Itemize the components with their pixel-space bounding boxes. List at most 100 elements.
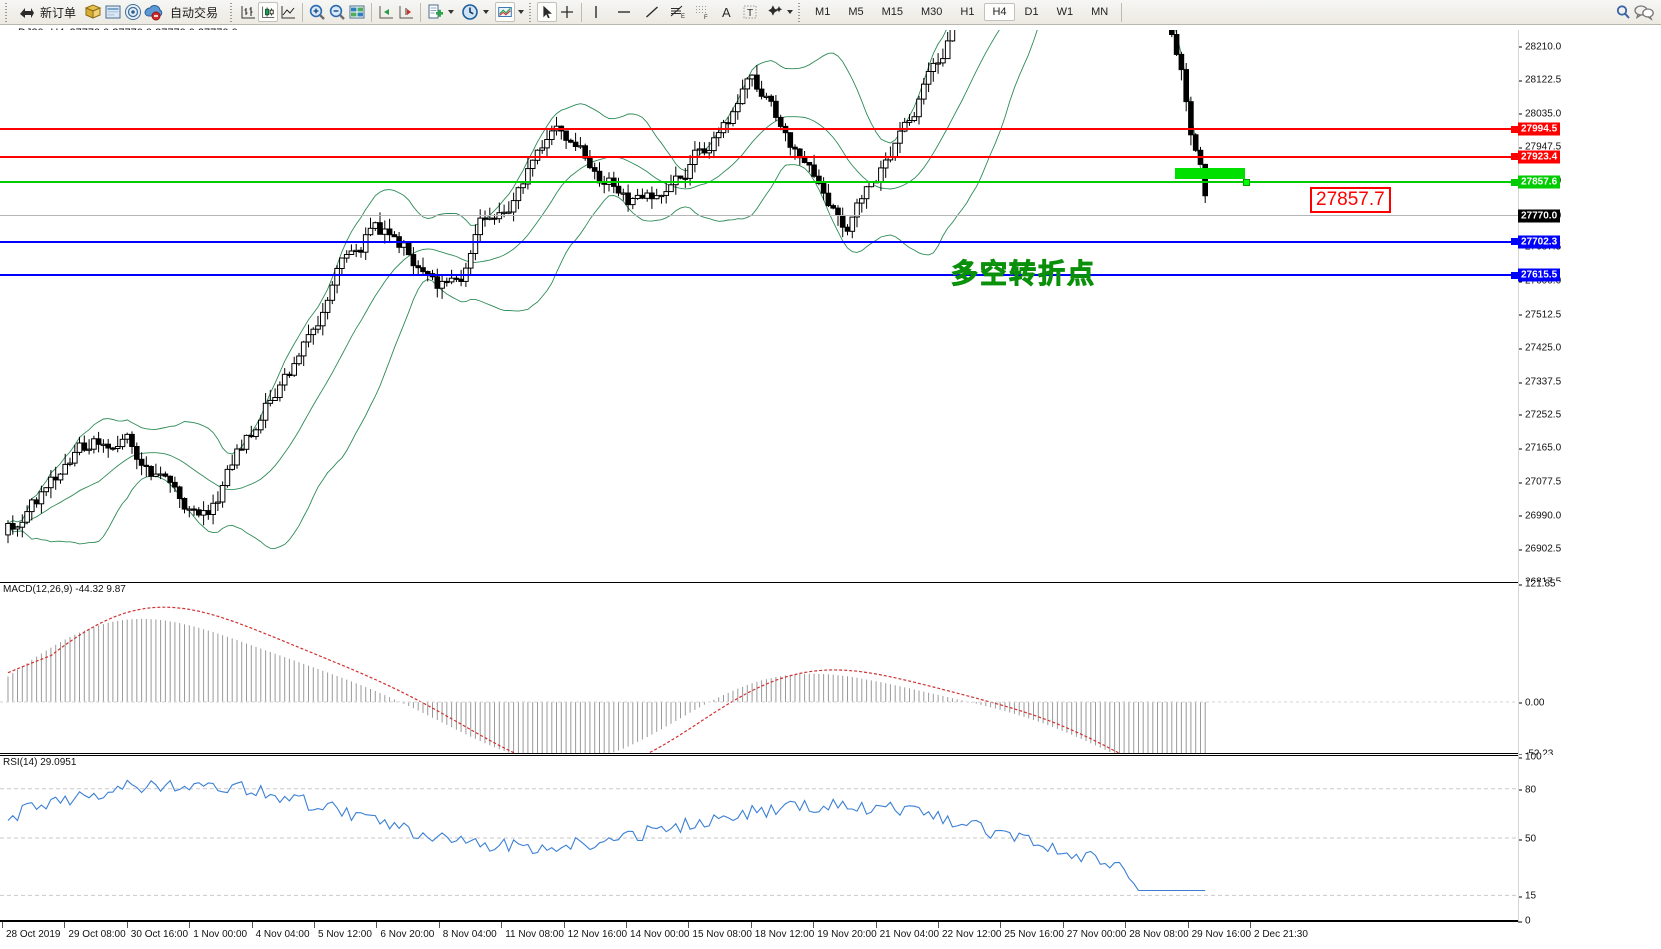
chat-icon[interactable] [1633,2,1654,22]
horizontal-line-icon[interactable] [614,2,634,22]
new-order-button[interactable]: 新订单 [13,1,83,23]
price-level-tag[interactable]: 27615.5 [1511,268,1561,282]
line-chart-icon[interactable] [278,2,298,22]
channel-icon[interactable]: F [692,2,712,22]
level-handle[interactable] [1511,238,1518,246]
price-tick-label: 27165.0 [1525,442,1562,454]
level-line-resistance[interactable] [0,155,1518,158]
period-dropdown-arrow[interactable] [483,10,490,14]
level-handle[interactable] [1511,125,1518,133]
shapes-dropdown-arrow[interactable] [787,10,794,14]
timeframe-w1[interactable]: W1 [1056,6,1074,18]
rsi-canvas [0,779,1518,896]
toolbar-grip-4[interactable] [796,2,804,22]
level-line-support[interactable] [0,240,1518,243]
level-line-pivot[interactable] [0,181,1518,184]
time-tick [875,922,877,928]
annotation-text[interactable]: 多空转折点 [951,259,1096,290]
text-label-icon[interactable]: T [740,2,760,22]
rsi-tick: 0 [1518,916,1531,927]
rsi-pane[interactable]: RSI(14) 29.0951 [0,755,1518,921]
time-tick [251,922,253,928]
period-icon[interactable] [460,2,480,22]
fibonacci-icon[interactable]: E [668,2,688,22]
autotrade-icon[interactable] [143,2,163,22]
time-tick [376,922,378,928]
level-line-support[interactable] [0,274,1518,277]
time-tick [938,922,939,928]
time-tick [438,922,440,928]
price-level-tag[interactable]: 27857.6 [1511,175,1561,189]
level-line-current[interactable] [0,214,1518,216]
price-scale[interactable]: 28210.028122.528035.027947.527860.027770… [1511,30,1661,588]
time-axis[interactable]: 28 Oct 2019 29 Oct 08:00 30 Oct 16:00 1 Nov… [0,921,1518,949]
level-handle[interactable] [1511,153,1518,161]
time-tick-label: 2 Dec 21:30 [1254,929,1308,940]
signal-icon[interactable] [123,2,143,22]
price-chart-pane[interactable]: 多空转折点 27857.7 [0,30,1518,582]
svg-text:T: T [747,8,753,19]
timeframe-m30[interactable]: M30 [921,6,943,18]
timeframe-m15[interactable]: M15 [881,6,903,18]
highlight-block[interactable] [1175,168,1245,179]
toolbar-grip-3[interactable] [527,2,535,22]
shapes-icon[interactable] [764,2,784,22]
timeframe-m5[interactable]: M5 [848,6,864,18]
level-line-resistance[interactable] [0,128,1518,131]
svg-text:F: F [704,15,708,21]
timeframe-d1[interactable]: D1 [1024,6,1039,18]
time-tick-label: 5 Nov 12:00 [318,929,372,940]
chart-shift-icon[interactable] [396,2,416,22]
price-tick: 27165.0 [1518,443,1561,454]
book-icon[interactable] [83,2,103,22]
pivot-handle[interactable] [1243,179,1250,187]
price-tick-label: 27425.0 [1525,342,1562,354]
terminal-icon[interactable] [103,2,123,22]
template-dropdown-arrow[interactable] [448,10,455,14]
indicator-dropdown-arrow[interactable] [518,10,525,14]
toolbar-grip-2[interactable] [228,2,236,22]
level-handle[interactable] [1511,178,1518,186]
time-tick-label: 12 Nov 16:00 [567,929,628,940]
time-tick [626,922,627,928]
zoom-in-icon[interactable] [307,2,327,22]
price-level-tag[interactable]: 27994.5 [1511,122,1561,136]
timeframe-h1[interactable]: H1 [960,6,975,18]
price-level-tag[interactable]: 27923.4 [1511,150,1561,164]
price-tick-label: 26990.0 [1525,510,1562,522]
timeframe-m1[interactable]: M1 [815,6,831,18]
bar-chart-icon[interactable] [238,2,258,22]
main-toolbar: 新订单 自动交易 [0,0,1661,25]
vertical-line-icon[interactable] [586,2,606,22]
level-handle[interactable] [1511,271,1518,279]
price-level-tag[interactable]: 27770.0 [1518,209,1561,223]
toolbar-grip[interactable] [3,2,10,22]
timeframe-h4[interactable]: H4 [984,3,1015,21]
shift-end-icon[interactable] [376,2,396,22]
timeframe-mn[interactable]: MN [1091,6,1109,18]
trendline-icon[interactable] [642,2,662,22]
autotrade-button[interactable]: 自动交易 [163,1,225,23]
price-tick: 27252.5 [1518,409,1561,420]
tile-windows-icon[interactable] [347,2,367,22]
time-tick-label: 8 Nov 04:00 [442,929,497,940]
candlestick-icon[interactable] [258,2,279,22]
time-tick [1062,922,1064,928]
indicator-icon[interactable] [495,2,516,22]
time-tick-label: 6 Nov 20:00 [380,929,435,940]
autotrade-label: 自动交易 [170,5,219,20]
search-icon[interactable] [1613,2,1633,22]
zoom-out-icon[interactable] [327,2,347,22]
crosshair-icon[interactable] [557,2,577,22]
cursor-icon[interactable] [537,2,558,22]
time-tick [1000,922,1002,928]
price-callout-label[interactable]: 27857.7 [1310,187,1391,213]
template-icon[interactable] [425,2,445,22]
price-level-tag[interactable]: 27702.3 [1511,235,1561,249]
rsi-tick: 100 [1518,752,1542,763]
macd-pane[interactable]: MACD(12,26,9) -44.32 9.87 [0,582,1518,754]
vertical-divider [1518,30,1519,921]
time-tick-label: 28 Nov 08:00 [1129,929,1189,940]
text-icon[interactable]: A [716,2,736,22]
price-tick-label: 28122.5 [1525,74,1562,86]
